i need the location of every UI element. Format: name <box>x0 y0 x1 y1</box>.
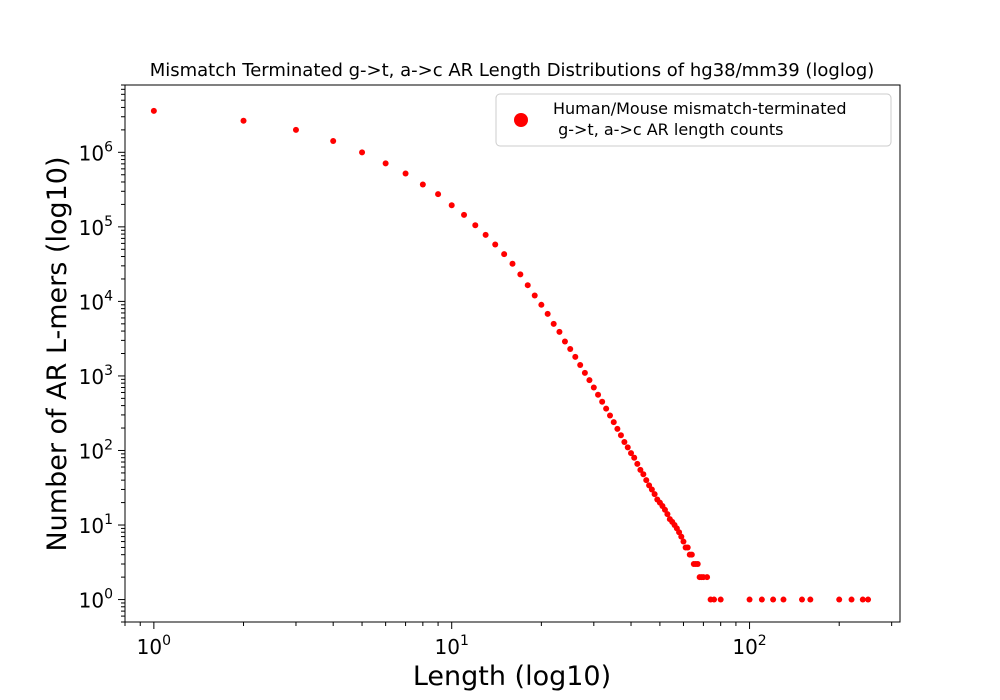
data-point-0-41 <box>634 460 641 467</box>
data-point-0-22 <box>556 328 563 335</box>
y-tick-label-1: 101 <box>79 512 113 538</box>
data-point-0-13 <box>492 241 499 248</box>
data-point-0-31 <box>599 398 606 405</box>
plot-area-frame <box>124 84 901 623</box>
legend: Human/Mouse mismatch-terminated g->t, a-… <box>495 93 892 147</box>
chart-title: Mismatch Terminated g->t, a->c AR Length… <box>150 60 875 81</box>
data-point-0-16 <box>517 271 524 278</box>
data-point-0-59 <box>680 538 687 545</box>
y-tick-label-6: 106 <box>79 139 113 165</box>
data-point-0-82 <box>859 596 866 603</box>
x-tick-label-2: 102 <box>732 633 766 659</box>
data-point-0-76 <box>770 596 777 603</box>
data-point-0-46 <box>648 486 655 493</box>
data-point-0-52 <box>664 511 671 518</box>
data-point-0-66 <box>694 561 701 567</box>
data-point-0-30 <box>595 391 602 398</box>
data-point-0-38 <box>624 444 631 451</box>
data-point-0-11 <box>472 222 479 229</box>
data-point-0-74 <box>746 596 753 603</box>
data-point-0-18 <box>531 292 538 299</box>
data-point-0-43 <box>640 471 647 478</box>
data-point-0-12 <box>482 231 489 238</box>
x-axis-label: Length (log10) <box>413 661 611 692</box>
data-point-0-27 <box>581 369 588 376</box>
data-point-0-33 <box>607 412 613 419</box>
x-tick-label-0: 100 <box>137 633 171 659</box>
data-point-0-35 <box>614 425 621 432</box>
x-axis-ticks: 100 101 102 <box>124 622 893 659</box>
data-point-0-81 <box>848 596 855 603</box>
data-point-0-39 <box>628 450 635 457</box>
data-point-0-40 <box>631 454 638 461</box>
data-point-0-25 <box>572 353 579 360</box>
y-axis-ticks: 100 101 102 103 104 105 106 <box>79 84 125 623</box>
data-point-0-7 <box>419 181 426 188</box>
data-point-0-21 <box>550 320 557 327</box>
data-point-0-34 <box>610 419 617 426</box>
data-point-0-8 <box>435 191 442 198</box>
data-point-0-28 <box>586 377 593 384</box>
data-point-0-83 <box>865 596 872 603</box>
data-point-0-78 <box>798 596 805 603</box>
data-point-0-24 <box>567 345 574 352</box>
data-point-0-1 <box>240 117 247 124</box>
data-point-0-70 <box>704 574 711 581</box>
data-point-0-80 <box>836 596 843 603</box>
y-tick-label-0: 100 <box>79 587 113 613</box>
data-point-0-4 <box>359 149 366 156</box>
x-tick-label-1: 101 <box>435 633 469 659</box>
data-point-0-36 <box>617 432 624 439</box>
data-point-0-47 <box>651 491 658 498</box>
data-point-0-0 <box>150 107 157 114</box>
data-point-0-72 <box>711 596 718 603</box>
data-point-0-10 <box>461 211 468 218</box>
data-point-0-58 <box>678 533 685 540</box>
legend-marker <box>514 113 528 127</box>
y-axis-label: Number of AR L-mers (log10) <box>42 156 73 551</box>
data-point-0-29 <box>590 384 597 391</box>
data-point-0-17 <box>524 282 531 289</box>
data-point-0-23 <box>561 338 568 345</box>
data-point-0-79 <box>807 596 814 603</box>
legend-box <box>495 93 892 147</box>
data-point-0-32 <box>603 405 610 412</box>
data-point-0-63 <box>688 551 695 558</box>
data-point-0-37 <box>621 438 628 445</box>
data-point-0-9 <box>448 202 455 209</box>
data-point-0-2 <box>292 126 299 133</box>
data-point-0-61 <box>684 544 691 551</box>
data-point-0-77 <box>780 596 787 603</box>
data-point-0-26 <box>577 362 584 369</box>
data-point-0-75 <box>758 596 765 603</box>
y-tick-label-5: 105 <box>79 214 113 240</box>
data-point-0-14 <box>501 251 508 258</box>
y-tick-label-2: 102 <box>79 437 113 463</box>
data-point-0-19 <box>538 301 545 308</box>
data-point-0-5 <box>382 160 389 167</box>
y-tick-label-3: 103 <box>79 363 113 389</box>
data-point-0-44 <box>643 477 650 484</box>
data-point-0-20 <box>544 310 551 317</box>
data-points-layer <box>150 107 872 603</box>
data-point-0-73 <box>717 596 724 603</box>
data-point-0-42 <box>637 466 644 473</box>
data-point-0-15 <box>509 260 516 267</box>
data-point-0-6 <box>402 170 409 177</box>
data-point-0-3 <box>330 137 337 144</box>
legend-label: Human/Mouse mismatch-terminated g->t, a-… <box>553 99 847 139</box>
y-tick-label-4: 104 <box>79 288 113 314</box>
